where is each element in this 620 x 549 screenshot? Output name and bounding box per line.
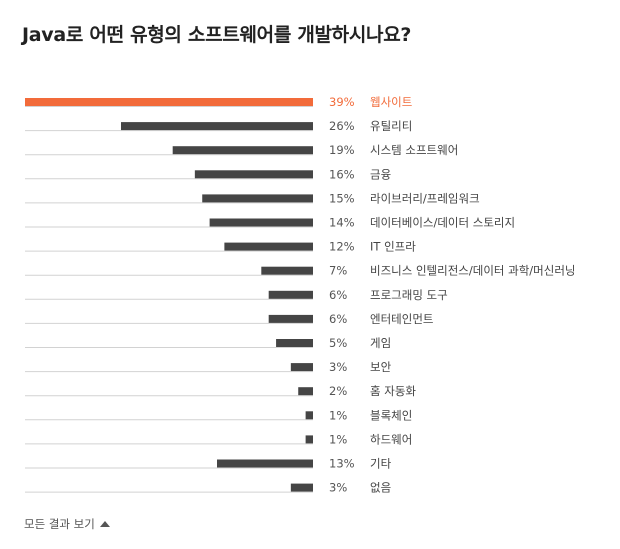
value-label: 16% bbox=[329, 167, 355, 181]
value-label: 14% bbox=[329, 216, 355, 230]
category-label: 유틸리티 bbox=[370, 119, 412, 133]
category-label: 게임 bbox=[370, 336, 391, 350]
category-label: 프로그래밍 도구 bbox=[370, 288, 448, 302]
value-label: 5% bbox=[329, 336, 347, 350]
bar-1 bbox=[121, 122, 313, 131]
bar-8 bbox=[268, 290, 313, 299]
bar-13 bbox=[305, 411, 313, 420]
category-label: 금융 bbox=[370, 167, 391, 181]
value-label: 2% bbox=[329, 384, 347, 398]
bar-0 bbox=[25, 98, 313, 106]
value-label: 3% bbox=[329, 481, 347, 495]
bar-11 bbox=[290, 363, 313, 372]
category-label: 엔터테인먼트 bbox=[370, 312, 433, 326]
bar-4 bbox=[202, 194, 313, 203]
value-label: 6% bbox=[329, 288, 347, 302]
value-label: 26% bbox=[329, 119, 355, 133]
value-label: 39% bbox=[329, 95, 355, 109]
show-all-results-label: 모든 결과 보기 bbox=[24, 517, 95, 531]
category-label: 웹사이트 bbox=[370, 95, 412, 109]
value-label: 3% bbox=[329, 360, 347, 374]
caret-up-icon bbox=[99, 521, 110, 527]
chart-title: Java로 어떤 유형의 소프트웨어를 개발하시나요? bbox=[22, 24, 412, 46]
value-label: 15% bbox=[329, 191, 355, 205]
category-label: 하드웨어 bbox=[370, 432, 412, 446]
category-label: 비즈니스 인텔리전스/데이터 과학/머신러닝 bbox=[370, 264, 576, 278]
bar-16 bbox=[290, 483, 313, 492]
category-label: 없음 bbox=[370, 481, 391, 495]
bar-15 bbox=[217, 459, 313, 468]
bar-7 bbox=[261, 266, 313, 275]
value-label: 19% bbox=[329, 143, 355, 157]
category-label: 기타 bbox=[370, 457, 392, 471]
value-label: 1% bbox=[329, 408, 347, 422]
category-label: 라이브러리/프레임워크 bbox=[370, 191, 480, 205]
category-label: 블록체인 bbox=[370, 408, 412, 422]
category-label: 보안 bbox=[370, 360, 392, 374]
category-label: IT 인프라 bbox=[370, 240, 416, 254]
bar-6 bbox=[224, 242, 313, 251]
bar-chart: 39% 웹사이트 26% 유틸리티 19% 시스템 소프트웨어 16% 금융 15% 라이브러리/… bbox=[25, 95, 576, 495]
bar-9 bbox=[268, 314, 313, 323]
bar-3 bbox=[194, 170, 313, 179]
bar-10 bbox=[276, 339, 313, 347]
bar-12 bbox=[298, 387, 313, 396]
value-label: 13% bbox=[329, 457, 355, 471]
value-label: 12% bbox=[329, 240, 355, 254]
bar-5 bbox=[209, 218, 313, 227]
value-label: 1% bbox=[329, 432, 347, 446]
value-label: 6% bbox=[329, 312, 347, 326]
show-all-results-link[interactable]: 모든 결과 보기 bbox=[24, 516, 110, 532]
category-label: 데이터베이스/데이터 스토리지 bbox=[370, 216, 515, 230]
category-label: 시스템 소프트웨어 bbox=[370, 143, 458, 157]
bar-2 bbox=[172, 146, 313, 155]
value-label: 7% bbox=[329, 264, 347, 278]
bar-14 bbox=[305, 435, 313, 444]
category-label: 홈 자동화 bbox=[370, 384, 416, 398]
